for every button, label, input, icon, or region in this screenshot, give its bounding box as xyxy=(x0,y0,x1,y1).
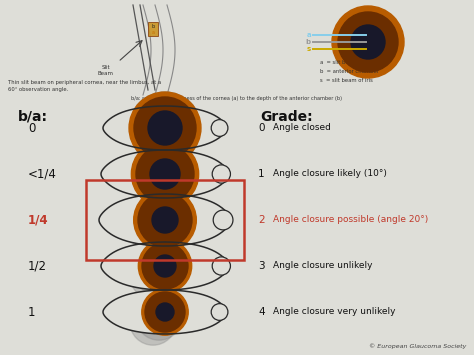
Circle shape xyxy=(128,195,191,257)
Text: 4: 4 xyxy=(258,307,264,317)
Circle shape xyxy=(332,6,404,78)
Text: s: s xyxy=(307,46,311,52)
Polygon shape xyxy=(99,194,231,246)
Circle shape xyxy=(211,304,228,320)
Circle shape xyxy=(213,210,233,230)
Bar xyxy=(86,180,244,260)
Text: a: a xyxy=(152,30,155,35)
Circle shape xyxy=(130,299,176,345)
Circle shape xyxy=(131,192,193,254)
Circle shape xyxy=(129,92,201,164)
Circle shape xyxy=(154,255,176,277)
Text: Slit
Beam: Slit Beam xyxy=(98,65,114,76)
Circle shape xyxy=(130,142,197,209)
Text: a  = slit beam of cornea: a = slit beam of cornea xyxy=(320,60,383,65)
Text: b: b xyxy=(151,24,155,29)
Text: © European Glaucoma Society: © European Glaucoma Society xyxy=(369,343,466,349)
Text: b  = anterior chamber: b = anterior chamber xyxy=(320,69,379,74)
Circle shape xyxy=(211,120,228,136)
Text: 2: 2 xyxy=(258,215,264,225)
Circle shape xyxy=(212,165,230,183)
Circle shape xyxy=(138,239,191,293)
Circle shape xyxy=(128,143,196,211)
Text: Angle closure very unlikely: Angle closure very unlikely xyxy=(273,307,395,317)
Circle shape xyxy=(152,207,178,233)
Circle shape xyxy=(136,145,194,203)
Circle shape xyxy=(134,189,196,251)
Polygon shape xyxy=(103,290,227,334)
Text: a: a xyxy=(306,32,311,38)
Text: Angle closed: Angle closed xyxy=(273,124,331,132)
Polygon shape xyxy=(103,106,227,150)
Circle shape xyxy=(142,289,188,335)
Text: 60° observation angle.: 60° observation angle. xyxy=(8,87,68,92)
Circle shape xyxy=(142,243,188,289)
Text: Angle closure likely (10°): Angle closure likely (10°) xyxy=(273,169,387,179)
Text: 0: 0 xyxy=(258,123,264,133)
Text: s  = slit beam of iris: s = slit beam of iris xyxy=(320,78,373,83)
Text: 1/2: 1/2 xyxy=(28,260,47,273)
Circle shape xyxy=(134,97,196,159)
Text: 1: 1 xyxy=(28,306,36,318)
Circle shape xyxy=(129,92,201,164)
Circle shape xyxy=(212,257,230,275)
Text: Grade:: Grade: xyxy=(260,110,313,124)
Circle shape xyxy=(138,193,192,247)
Text: 1: 1 xyxy=(258,169,264,179)
Circle shape xyxy=(131,140,199,208)
Text: b: b xyxy=(306,39,311,45)
Circle shape xyxy=(338,12,398,72)
Circle shape xyxy=(148,111,182,145)
Circle shape xyxy=(150,159,180,189)
Circle shape xyxy=(129,92,201,164)
Circle shape xyxy=(134,243,187,297)
Text: b/a: ratio of slit thickness of the cornea (a) to the depth of the anterior cham: b/a: ratio of slit thickness of the corn… xyxy=(131,96,343,101)
Text: 0: 0 xyxy=(28,121,36,135)
Bar xyxy=(148,22,158,36)
Circle shape xyxy=(145,292,185,332)
Circle shape xyxy=(129,247,182,301)
Polygon shape xyxy=(101,150,229,198)
Text: <1/4: <1/4 xyxy=(28,168,57,180)
Text: Angle closure unlikely: Angle closure unlikely xyxy=(273,262,373,271)
Text: b/a:: b/a: xyxy=(18,110,48,124)
Text: 1/4: 1/4 xyxy=(28,213,49,226)
Circle shape xyxy=(351,25,385,59)
Text: 3: 3 xyxy=(258,261,264,271)
Circle shape xyxy=(136,294,182,340)
Circle shape xyxy=(156,303,174,321)
Polygon shape xyxy=(101,242,229,290)
Text: Angle closure possible (angle 20°): Angle closure possible (angle 20°) xyxy=(273,215,428,224)
Text: Thin slit beam on peripheral cornea, near the limbus, at a: Thin slit beam on peripheral cornea, nea… xyxy=(8,80,161,85)
